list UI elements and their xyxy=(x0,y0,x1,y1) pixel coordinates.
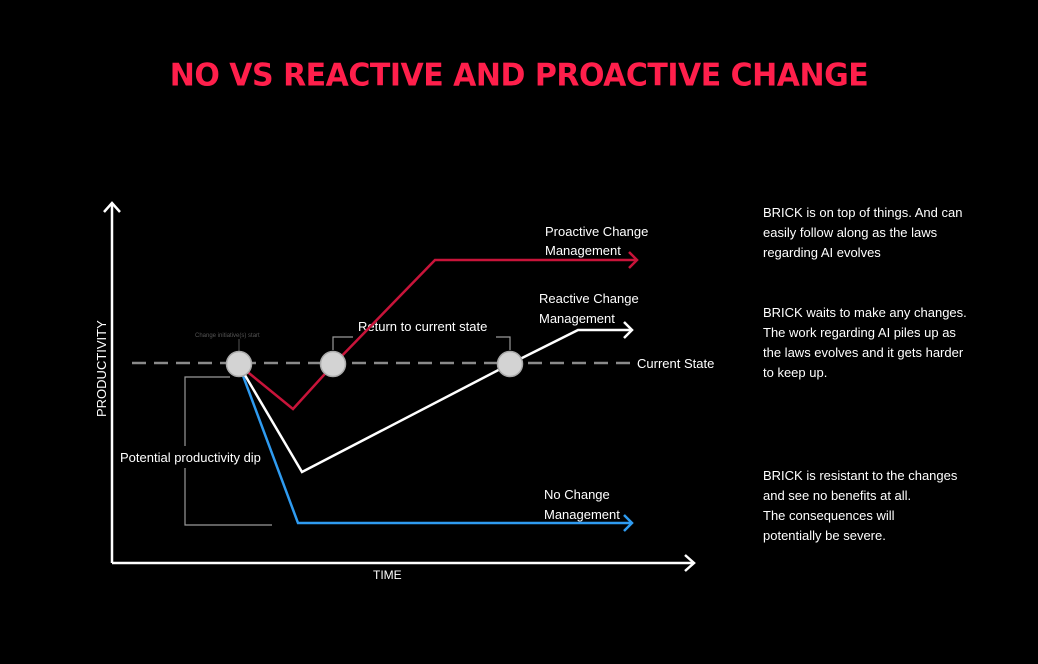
change-start-node xyxy=(225,350,253,378)
page-title: NO VS REACTIVE AND PROACTIVE CHANGE xyxy=(169,57,869,94)
change-start-label: Change initiative(s) start xyxy=(195,333,260,339)
proactive-label-2: Management xyxy=(545,243,621,258)
dip-label-bg xyxy=(116,446,272,468)
nochange-description: BRICK is resistant to the changes and se… xyxy=(763,466,978,546)
nochange-desc-line: potentially be severe. xyxy=(763,528,886,543)
reactive-desc-line: BRICK waits to make any changes. xyxy=(763,305,967,320)
dip-label: Potential productivity dip xyxy=(120,450,261,465)
return-bracket-right xyxy=(496,336,511,350)
nochange-desc-line: The consequences will xyxy=(763,508,895,523)
reactive-line xyxy=(237,321,634,474)
nochange-label-2: Management xyxy=(544,507,620,522)
reactive-label-1: Reactive Change xyxy=(539,291,639,306)
y-axis-arrow xyxy=(103,201,121,213)
current-state-label: Current State xyxy=(637,356,714,371)
proactive-label-1: Proactive Change xyxy=(545,224,648,239)
return-bracket xyxy=(332,336,353,350)
nochange-label-1: No Change xyxy=(544,487,610,502)
proactive-description: BRICK is on top of things. And can easil… xyxy=(763,203,978,263)
reactive-return-node xyxy=(496,350,524,378)
x-axis-arrow xyxy=(684,554,696,572)
proactive-desc-line: regarding AI evolves xyxy=(763,245,881,260)
reactive-desc-line: the laws evolves and it gets harder xyxy=(763,345,964,360)
proactive-return-node xyxy=(319,350,347,378)
reactive-label-2: Management xyxy=(539,311,615,326)
proactive-desc-line: BRICK is on top of things. And can xyxy=(763,205,963,220)
nochange-desc-line: BRICK is resistant to the changes xyxy=(763,468,958,483)
nochange-desc-line: and see no benefits at all. xyxy=(763,488,912,503)
y-axis-label: PRODUCTIVITY xyxy=(94,320,109,417)
reactive-desc-line: The work regarding AI piles up as xyxy=(763,325,956,340)
x-axis-label: TIME xyxy=(373,568,402,582)
axes: PRODUCTIVITY TIME xyxy=(94,201,696,582)
reactive-description: BRICK waits to make any changes. The wor… xyxy=(763,303,978,383)
no-change-line xyxy=(237,364,634,532)
reactive-desc-line: to keep up. xyxy=(763,365,828,380)
proactive-desc-line: easily follow along as the laws xyxy=(763,225,938,240)
return-label: Return to current state xyxy=(358,319,487,334)
